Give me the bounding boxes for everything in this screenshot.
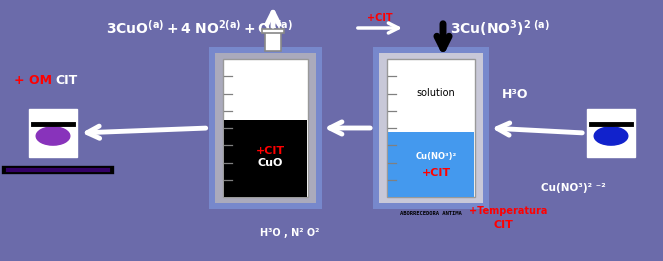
Text: +CIT: +CIT [367,13,392,23]
Text: +CIT: +CIT [422,168,451,177]
FancyBboxPatch shape [223,120,306,197]
FancyBboxPatch shape [29,109,77,157]
Text: $\mathbf{3CuO^{(a)} + 4\ NO^{2(a)} + O^{2(a)}}$: $\mathbf{3CuO^{(a)} + 4\ NO^{2(a)} + O^{… [107,19,294,37]
Text: + OM: + OM [14,74,52,86]
FancyBboxPatch shape [387,59,475,197]
Text: $\mathbf{3Cu(NO^3)^{2\ (a)}}$: $\mathbf{3Cu(NO^3)^{2\ (a)}}$ [450,18,550,38]
Text: +CIT: +CIT [255,146,284,156]
FancyBboxPatch shape [388,132,474,197]
Text: CIT: CIT [55,74,77,86]
Text: H³O , N² O²: H³O , N² O² [261,228,320,238]
Text: H³O: H³O [502,88,528,102]
FancyBboxPatch shape [208,47,322,209]
Ellipse shape [36,127,70,145]
FancyBboxPatch shape [262,29,284,33]
Ellipse shape [594,127,628,145]
FancyBboxPatch shape [215,53,316,203]
Text: ABORRECEDORA ANTIMA: ABORRECEDORA ANTIMA [400,211,462,216]
Text: CuO: CuO [257,158,282,168]
Text: solution: solution [416,88,455,98]
FancyBboxPatch shape [373,47,489,209]
FancyBboxPatch shape [265,31,281,51]
Text: CIT: CIT [493,220,513,230]
Text: Cu(NO³)² ⁻²: Cu(NO³)² ⁻² [540,183,605,193]
Text: +Temperatura: +Temperatura [469,206,547,216]
FancyBboxPatch shape [587,109,635,157]
FancyBboxPatch shape [379,53,483,203]
FancyBboxPatch shape [223,59,308,197]
Text: Cu(NO³)²: Cu(NO³)² [416,152,457,161]
